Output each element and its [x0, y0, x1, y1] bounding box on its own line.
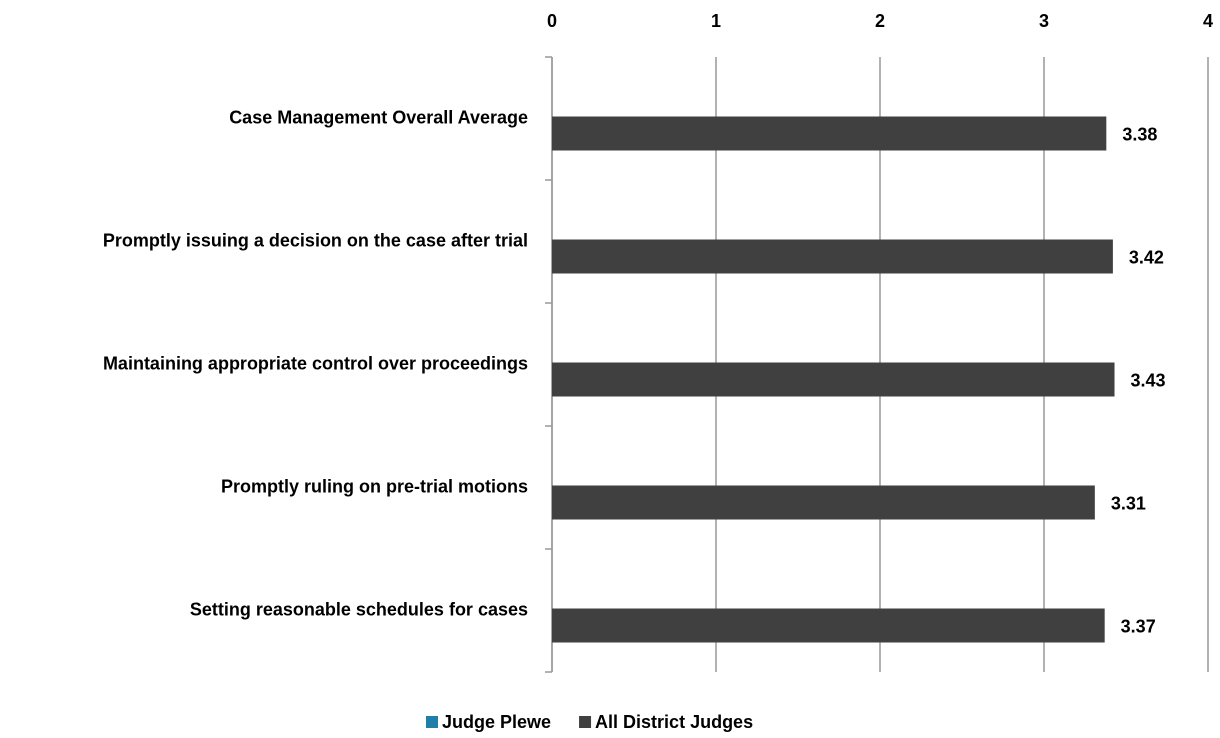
bar: [552, 116, 1107, 151]
bar: [552, 362, 1115, 397]
value-label: 3.42: [1129, 247, 1164, 267]
x-tick-label: 2: [875, 11, 885, 31]
x-tick-label: 3: [1039, 11, 1049, 31]
category-label: Promptly issuing a decision on the case …: [103, 230, 528, 250]
legend-swatch: [426, 716, 438, 728]
legend-swatch: [579, 716, 592, 728]
bar: [552, 485, 1095, 520]
legend-label: All District Judges: [595, 712, 753, 732]
category-label: Case Management Overall Average: [229, 107, 528, 127]
bar: [552, 239, 1113, 274]
category-label: Promptly ruling on pre-trial motions: [221, 476, 528, 496]
legend-label: Judge Plewe: [442, 712, 551, 732]
x-tick-label: 1: [711, 11, 721, 31]
bar: [552, 608, 1105, 643]
value-label: 3.38: [1122, 124, 1157, 144]
value-label: 3.31: [1111, 493, 1146, 513]
x-tick-label: 4: [1203, 11, 1213, 31]
value-label: 3.37: [1121, 616, 1156, 636]
category-label: Setting reasonable schedules for cases: [190, 599, 528, 619]
value-label: 3.43: [1131, 370, 1166, 390]
category-label: Maintaining appropriate control over pro…: [103, 353, 528, 373]
x-tick-label: 0: [547, 11, 557, 31]
